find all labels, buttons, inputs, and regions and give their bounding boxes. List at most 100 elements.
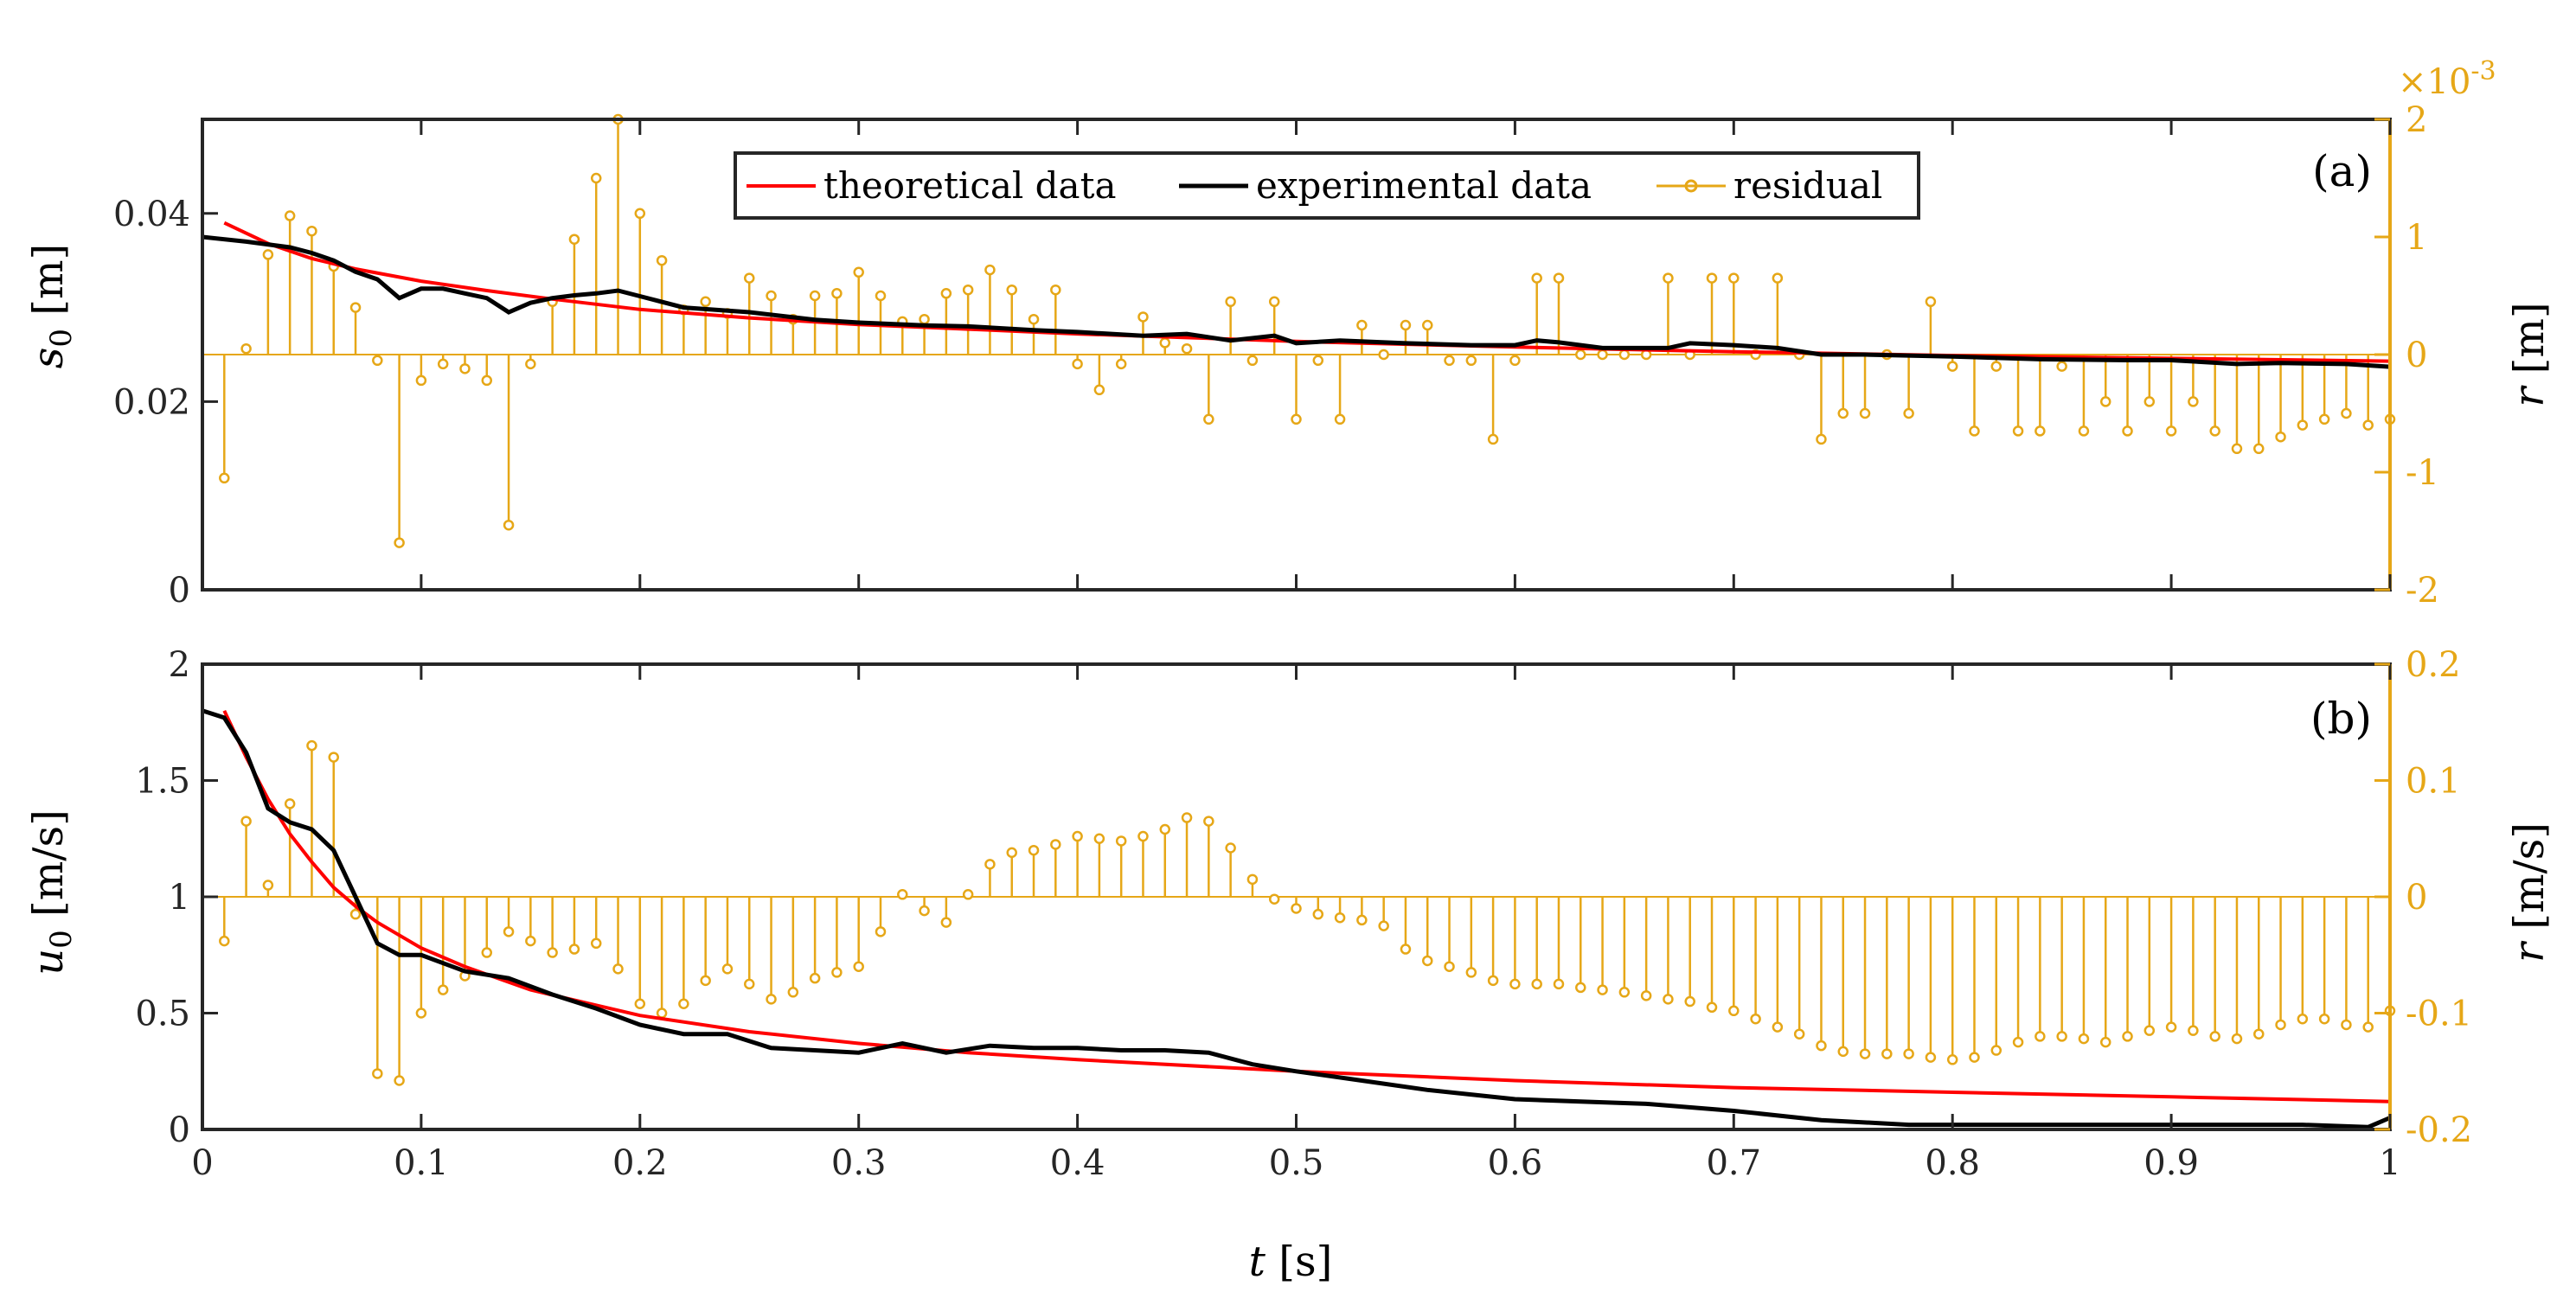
residual-marker-a	[2056, 361, 2067, 372]
residual-marker-b	[2165, 1021, 2177, 1033]
residual-marker-a	[2318, 413, 2330, 425]
residual-marker-b	[2056, 1031, 2067, 1042]
residual-marker-b	[984, 859, 996, 870]
y-left-tick-label-b: 2	[169, 645, 190, 685]
residual-marker-b	[1291, 903, 1302, 914]
residual-marker-a	[831, 288, 843, 299]
residual-marker-b	[1750, 1013, 1761, 1025]
x-tick-label: 0.3	[831, 1143, 887, 1183]
residual-marker-a	[1072, 358, 1083, 370]
residual-marker-b	[2275, 1019, 2286, 1031]
residual-marker-b	[1509, 978, 1521, 990]
xlabel-space	[1266, 1238, 1278, 1286]
residual-marker-a	[962, 284, 974, 296]
residual-marker-a	[1816, 433, 1827, 445]
ticks-b: 0 0.1 0.2 0.3 0.4 0.5 0.6 0.7 0.8 0.9 1 0 0.5 1 1.5 2 -0…	[135, 645, 2472, 1183]
residual-marker-a	[262, 249, 274, 260]
residual-marker-b	[2209, 1031, 2220, 1042]
residual-marker-a	[1663, 272, 1674, 284]
residual-marker-b	[678, 998, 689, 1009]
x-tick-label: 0.5	[1269, 1143, 1324, 1183]
residual-marker-a	[1115, 358, 1127, 370]
residual-marker-b	[2099, 1036, 2111, 1048]
residual-marker-b	[349, 908, 362, 920]
y-right-tick-label-a: 1	[2406, 218, 2427, 258]
residual-marker-a	[1925, 296, 1937, 308]
residual-marker-a	[1050, 284, 1061, 296]
residual-marker-a	[349, 302, 362, 313]
residual-marker-b	[1706, 1001, 1718, 1014]
residual-marker-b	[2318, 1013, 2330, 1025]
residual-marker-a	[1465, 355, 1477, 367]
residual-marker-a	[634, 208, 646, 220]
y-right-tick-label-a: -1	[2406, 453, 2439, 493]
residual-marker-a	[1575, 349, 1586, 361]
residual-marker-b	[853, 961, 864, 972]
residual-series-b	[202, 739, 2396, 1086]
residual-marker-b	[940, 917, 952, 928]
residual-marker-a	[1181, 342, 1193, 355]
residual-marker-b	[328, 752, 339, 763]
residual-marker-a	[656, 254, 668, 266]
residual-marker-b	[1093, 833, 1105, 844]
residual-marker-b	[1837, 1046, 1849, 1058]
legend-residual-marker	[1684, 179, 1698, 193]
y-right-tick-label-b: 0.1	[2406, 762, 2461, 802]
residual-marker-a	[1728, 272, 1740, 284]
ylabel-right-a-space	[2505, 374, 2554, 387]
residual-marker-b	[1618, 987, 1631, 998]
residual-marker-b	[656, 1008, 668, 1019]
residual-marker-b	[1050, 839, 1061, 850]
residual-marker-a	[1400, 319, 1412, 331]
residual-marker-b	[1006, 847, 1017, 859]
y-left-tick-label-b: 0	[169, 1110, 190, 1150]
residual-marker-a	[437, 358, 449, 370]
ylabel-left-b-unit: [m/s]	[24, 809, 73, 917]
y-right-tick-label-a: 0	[2406, 336, 2427, 375]
residual-marker-b	[394, 1075, 405, 1086]
ylabel-left-a-symbol: s	[24, 348, 73, 369]
residual-marker-a	[2035, 425, 2046, 437]
residual-marker-a	[394, 537, 405, 548]
residual-marker-a	[984, 264, 996, 276]
residual-marker-b	[1115, 835, 1127, 847]
residual-marker-a	[481, 374, 493, 387]
residual-marker-b	[1640, 990, 1652, 1001]
experimental-line-a	[202, 234, 2391, 369]
residual-marker-b	[766, 994, 777, 1005]
legend: theoretical data experimental data resid…	[734, 151, 1920, 220]
residual-marker-b	[481, 947, 493, 958]
xlabel-symbol: t	[1249, 1238, 1266, 1286]
residual-marker-b	[1312, 908, 1324, 920]
residual-marker-a	[2012, 425, 2024, 437]
residual-marker-a	[2209, 425, 2220, 437]
residual-marker-a	[1093, 384, 1105, 396]
residual-marker-a	[1006, 284, 1017, 296]
legend-experimental-label: experimental data	[1256, 164, 1592, 207]
residual-marker-b	[1356, 914, 1368, 926]
residual-marker-a	[1137, 311, 1149, 323]
residual-marker-b	[1859, 1048, 1871, 1059]
residual-marker-a	[219, 472, 230, 484]
residual-marker-b	[1575, 982, 1586, 994]
residual-marker-b	[1268, 893, 1280, 905]
residual-marker-a	[503, 519, 515, 531]
residual-marker-a	[2188, 396, 2199, 407]
exponent-base: ×10	[2398, 62, 2470, 102]
residual-marker-b	[897, 889, 908, 900]
residual-marker-a	[525, 358, 536, 370]
ylabel-left-b-subscript: 0	[44, 930, 79, 949]
residual-marker-b	[1531, 978, 1542, 990]
residual-marker-b	[1028, 844, 1040, 856]
residual-marker-b	[2253, 1028, 2265, 1040]
residual-marker-b	[219, 935, 230, 947]
y-left-tick-label-b: 1.5	[135, 762, 190, 802]
residual-marker-b	[744, 978, 755, 990]
residual-marker-b	[306, 739, 317, 752]
residual-marker-b	[721, 963, 734, 975]
residual-marker-a	[919, 313, 930, 325]
residual-marker-a	[809, 290, 821, 302]
residual-marker-b	[1903, 1048, 1914, 1059]
x-tick-label: 0.9	[2143, 1143, 2199, 1183]
residual-marker-a	[2253, 443, 2265, 455]
